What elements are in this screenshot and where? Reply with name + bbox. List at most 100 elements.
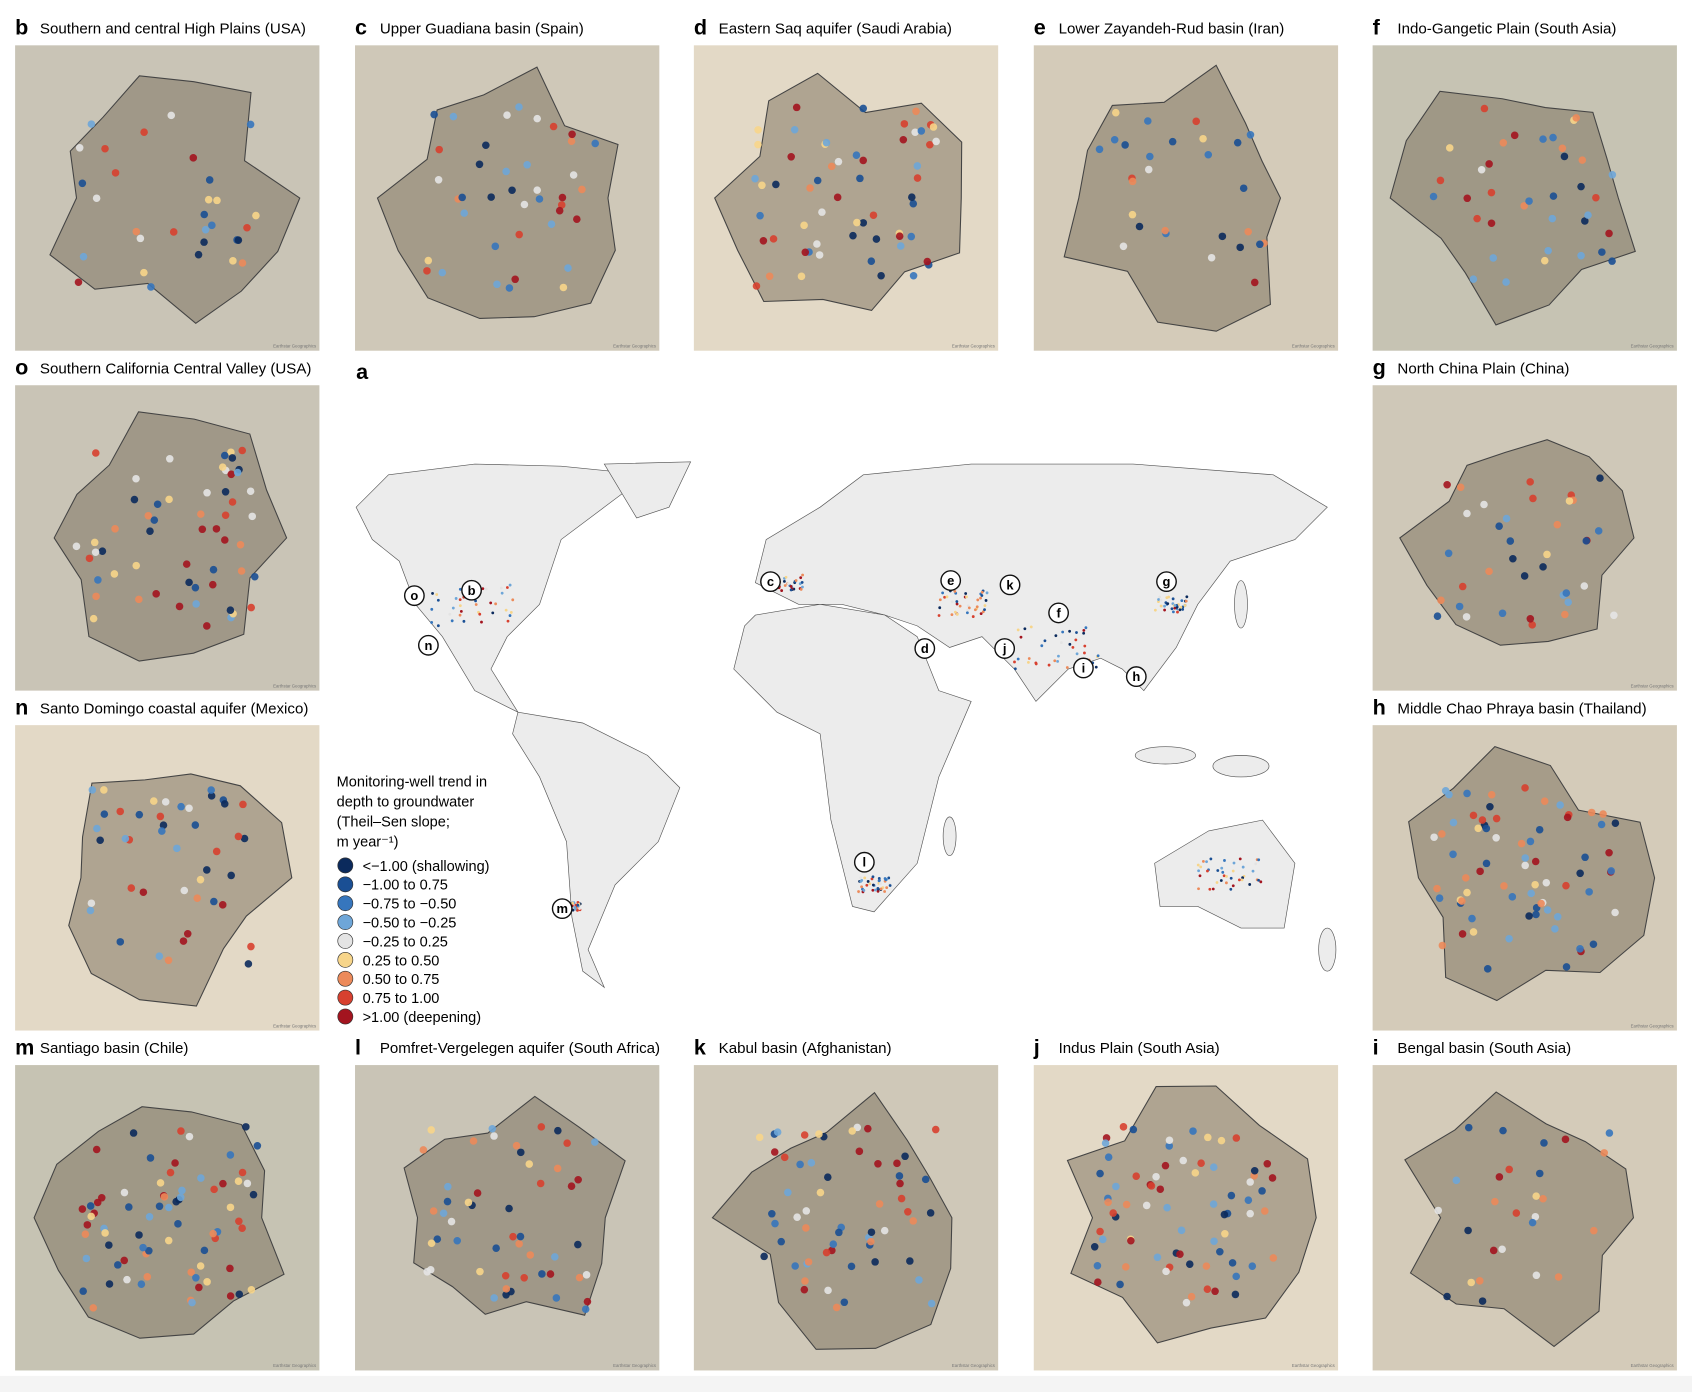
panel-letter: l [355,1034,361,1059]
map-dot [789,588,793,592]
well-dot [1587,808,1596,817]
well-dot [492,1244,500,1252]
map-credit: Earthstar Geographics [1631,343,1674,348]
well-dot [1596,474,1604,482]
well-dot [135,810,144,819]
well-dot [1153,1253,1162,1262]
map-dot [1215,881,1219,884]
well-dot [1239,184,1248,192]
map-dot [1019,635,1023,639]
map-dot [1056,659,1059,663]
map-dot [800,581,804,584]
well-dot [1580,582,1589,590]
map-dot [866,880,870,883]
basin-outline [1066,1085,1317,1344]
marker-label: b [468,583,476,598]
well-dot [563,1139,571,1147]
well-dot [1199,134,1207,143]
map-dot [801,585,804,589]
well-dot [78,179,87,188]
legend-title: m year⁻¹) [337,835,399,851]
well-dot [893,1159,901,1168]
map-dot [458,587,462,591]
well-dot [96,836,104,845]
well-dot [1443,1292,1451,1301]
well-dot [226,1203,235,1212]
basin-outline [1408,746,1656,1002]
marker-label: h [1132,669,1140,684]
map-credit: Earthstar Geographics [1631,1363,1674,1368]
well-dot [146,1154,155,1162]
well-dot [777,1237,786,1246]
well-dot [1221,1229,1229,1238]
well-dot [752,282,761,290]
well-dot [1467,1278,1475,1287]
well-dot [1104,1153,1113,1161]
well-dot [140,128,148,136]
map-dot [1068,629,1071,633]
well-dot [1553,520,1562,529]
well-dot [89,614,98,623]
well-dot [1101,1139,1110,1147]
well-dot [74,278,83,287]
map-dot [863,876,867,880]
map-credit: Earthstar Geographics [273,1363,316,1368]
well-dot [1232,1134,1241,1142]
well-dot [1244,227,1252,236]
well-dot [82,1254,91,1263]
well-dot [105,1280,114,1288]
well-dot [834,157,843,166]
well-dot [1510,131,1519,140]
marker-circle [1048,602,1070,624]
well-dot [1227,1191,1236,1200]
map-dot [876,887,880,890]
well-dot [164,956,173,965]
well-dot [1565,497,1574,505]
bottom-strip [0,1375,1692,1392]
map-credit: Earthstar Geographics [1292,1363,1335,1368]
well-dot [840,1298,849,1307]
well-dot [1597,820,1606,829]
well-dot [228,498,237,506]
basin-outline [1404,1091,1635,1348]
well-dot [218,901,227,909]
map-dot [1197,887,1200,891]
well-dot [166,1168,175,1177]
well-dot [1207,253,1216,262]
well-dot [1554,1273,1563,1281]
south-america [512,711,681,989]
well-dot [1498,609,1507,618]
well-dot [1179,1156,1188,1165]
map-dot [1206,869,1209,873]
well-dot [877,271,885,280]
well-dot [829,1240,838,1248]
map-dot [1232,861,1236,865]
well-dot [591,1138,599,1146]
well-dot [1508,893,1517,901]
well-dot [143,1273,152,1281]
well-dot [473,1189,482,1197]
panel-background [15,385,320,691]
well-dot [1540,256,1549,265]
well-dot [1468,914,1476,923]
well-dot [482,141,490,150]
well-dot [913,162,922,170]
map-dot [799,587,803,591]
legend-label: 0.25 to 0.50 [363,953,440,969]
well-dot [1526,615,1535,623]
well-dot [1499,139,1508,147]
well-dot [1553,912,1562,921]
well-dot [1487,219,1496,228]
legend: Monitoring-well trend in depth to groundw… [337,775,490,1026]
well-dot [1119,242,1128,251]
well-dot [196,1262,205,1270]
well-dot [129,1129,138,1137]
well-dot [1435,894,1444,902]
well-dot [429,1207,438,1215]
map-dot [1159,604,1163,608]
legend-swatch [337,876,354,893]
well-dot [867,1228,876,1237]
legend-title: Monitoring-well trend in [337,775,487,791]
well-dot [1192,117,1200,126]
well-dot [1487,188,1496,197]
